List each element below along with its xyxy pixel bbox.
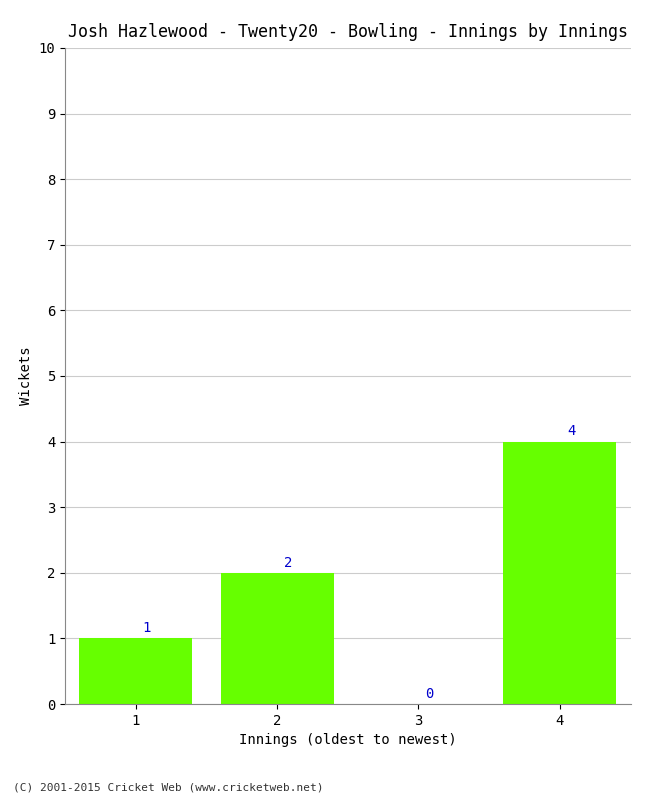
Text: (C) 2001-2015 Cricket Web (www.cricketweb.net): (C) 2001-2015 Cricket Web (www.cricketwe…	[13, 782, 324, 792]
Text: 1: 1	[143, 621, 151, 635]
Text: 0: 0	[426, 686, 434, 701]
Text: 2: 2	[284, 555, 292, 570]
Bar	[503, 442, 616, 704]
Bar	[79, 638, 192, 704]
Y-axis label: Wickets: Wickets	[19, 346, 33, 406]
Text: 4: 4	[567, 424, 575, 438]
Bar	[220, 573, 333, 704]
X-axis label: Innings (oldest to newest): Innings (oldest to newest)	[239, 734, 456, 747]
Title: Josh Hazlewood - Twenty20 - Bowling - Innings by Innings: Josh Hazlewood - Twenty20 - Bowling - In…	[68, 23, 628, 41]
